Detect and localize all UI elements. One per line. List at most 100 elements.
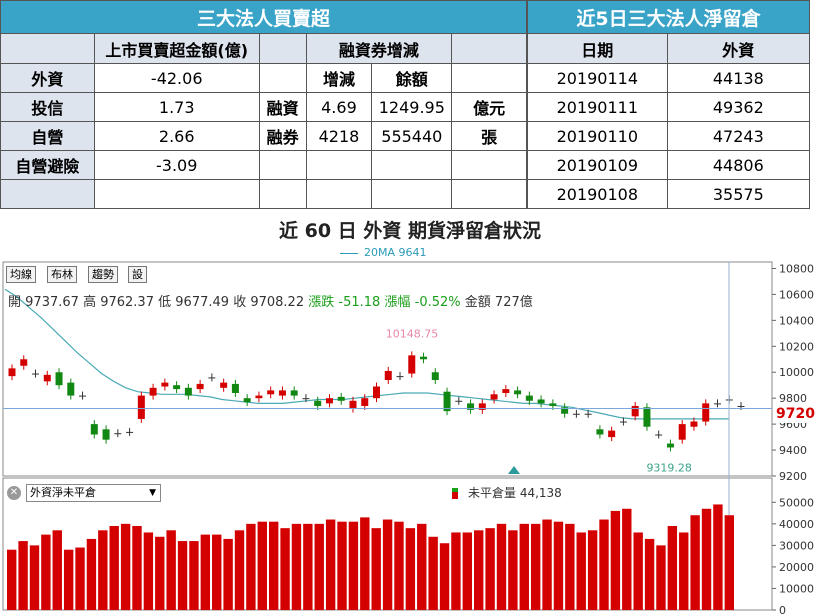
right-table-header: 近5日三大法人淨留倉 <box>527 0 810 34</box>
row-label <box>0 179 95 209</box>
open-interest-bar <box>29 545 40 610</box>
volume-tick-label: 20000 <box>779 561 814 574</box>
balance-cell: 555440 <box>371 121 453 151</box>
candle-body <box>337 396 345 401</box>
open-interest-bar <box>530 523 541 610</box>
volume-tick-label: 30000 <box>779 539 814 552</box>
bollinger-button[interactable]: 布林 <box>47 266 77 283</box>
candle-body <box>737 405 745 407</box>
volume-legend-swatch <box>452 488 458 499</box>
date-cell: 20190110 <box>527 121 668 151</box>
candle-body <box>67 382 75 396</box>
candle-body <box>525 395 533 401</box>
amount-cell <box>93 179 260 209</box>
open-interest-bar <box>166 530 176 610</box>
open-interest-bar <box>496 523 507 610</box>
blank-header <box>451 33 527 64</box>
candle-body <box>596 429 604 435</box>
close-value: 9708.22 <box>250 295 305 310</box>
candle-body <box>666 443 674 448</box>
open-interest-bar <box>462 532 473 610</box>
trend-button[interactable]: 趨勢 <box>88 266 118 283</box>
candle-body <box>196 383 204 390</box>
candle-body <box>102 429 110 440</box>
open-interest-bar <box>679 532 689 610</box>
low-annotation: 9319.28 <box>646 461 692 474</box>
open-interest-bar <box>656 545 666 610</box>
open-interest-bar <box>200 534 211 610</box>
price-panel-frame <box>2 261 773 477</box>
candle-body <box>290 390 298 396</box>
open-interest-bar <box>314 523 324 610</box>
candle-body <box>302 398 310 400</box>
col-date-header: 日期 <box>527 33 668 64</box>
open-interest-bar <box>576 532 586 610</box>
candle-body <box>584 413 592 415</box>
open-interest-bar <box>223 538 233 610</box>
candle-body <box>408 355 416 374</box>
amount-cell: -42.06 <box>93 63 260 93</box>
close-icon[interactable]: ✕ <box>7 486 21 500</box>
candle-body <box>161 382 169 387</box>
candle-body <box>502 389 510 393</box>
open-interest-bar <box>257 521 267 610</box>
balance-cell <box>371 150 453 180</box>
amount-cell: 2.66 <box>93 121 260 151</box>
open-interest-bar <box>234 530 245 610</box>
price-tick-label: 10000 <box>779 366 814 379</box>
indicator-select-value: 外資淨未平倉 <box>30 486 96 499</box>
amount-cell: 1.73 <box>93 92 260 122</box>
candle-body <box>126 431 134 433</box>
open-interest-bar <box>360 517 370 610</box>
candle-body <box>537 399 545 404</box>
candle-body <box>114 433 122 435</box>
open-interest-bar <box>485 528 495 610</box>
col-amount-header: 上市買賣超金額(億) <box>93 33 260 64</box>
open-interest-bar <box>633 532 643 610</box>
open-interest-bar <box>132 526 142 610</box>
institutional-table: 三大法人買賣超 上市買賣超金額(億) 融資券增減 外資 -42.06 增減 餘額… <box>0 0 527 209</box>
volume-tick-label: 10000 <box>779 582 814 595</box>
open-interest-bar <box>587 530 598 610</box>
open-interest-bar <box>428 536 438 610</box>
open-interest-bar <box>382 519 393 610</box>
open-interest-bar <box>724 515 734 610</box>
close-label: 收 <box>233 295 247 310</box>
candle-body <box>173 385 181 390</box>
row-label: 自營避險 <box>0 150 95 180</box>
open-interest-bar <box>63 549 74 610</box>
open-interest-bar <box>519 523 529 610</box>
open-interest-bar <box>212 534 222 610</box>
open-interest-bar <box>348 521 359 610</box>
candle-body <box>373 386 380 399</box>
change-cell <box>305 150 373 180</box>
candle-body <box>325 398 333 404</box>
open-interest-bar <box>713 504 723 610</box>
settings-button[interactable]: 設 <box>128 266 147 283</box>
date-cell: 20190111 <box>527 92 668 122</box>
open-interest-bar <box>268 521 279 610</box>
open-interest-bar <box>7 549 17 610</box>
unit-cell: 億元 <box>451 92 527 122</box>
ma-button[interactable]: 均線 <box>6 266 36 283</box>
price-tick-label: 9200 <box>779 470 807 483</box>
candle-body <box>608 430 616 438</box>
candle-body <box>431 372 439 381</box>
open-label: 開 <box>8 295 22 310</box>
volume-tick-label: 40000 <box>779 518 814 531</box>
candle-body <box>267 390 275 395</box>
candle-body <box>55 372 63 386</box>
open-interest-bar <box>553 521 564 610</box>
open-interest-bar <box>371 528 381 610</box>
candle-body <box>20 359 28 366</box>
high-annotation: 10148.75 <box>386 327 439 340</box>
open-interest-bar <box>189 541 199 610</box>
open-interest-bar <box>303 523 313 610</box>
open-interest-bar <box>52 530 62 610</box>
open-interest-bar <box>394 521 404 610</box>
price-tick-label: 9400 <box>779 444 807 457</box>
net-value-cell: 44806 <box>666 150 811 180</box>
indicator-select[interactable]: 外資淨未平倉 ▼ <box>26 484 161 502</box>
open-interest-bar <box>291 523 302 610</box>
